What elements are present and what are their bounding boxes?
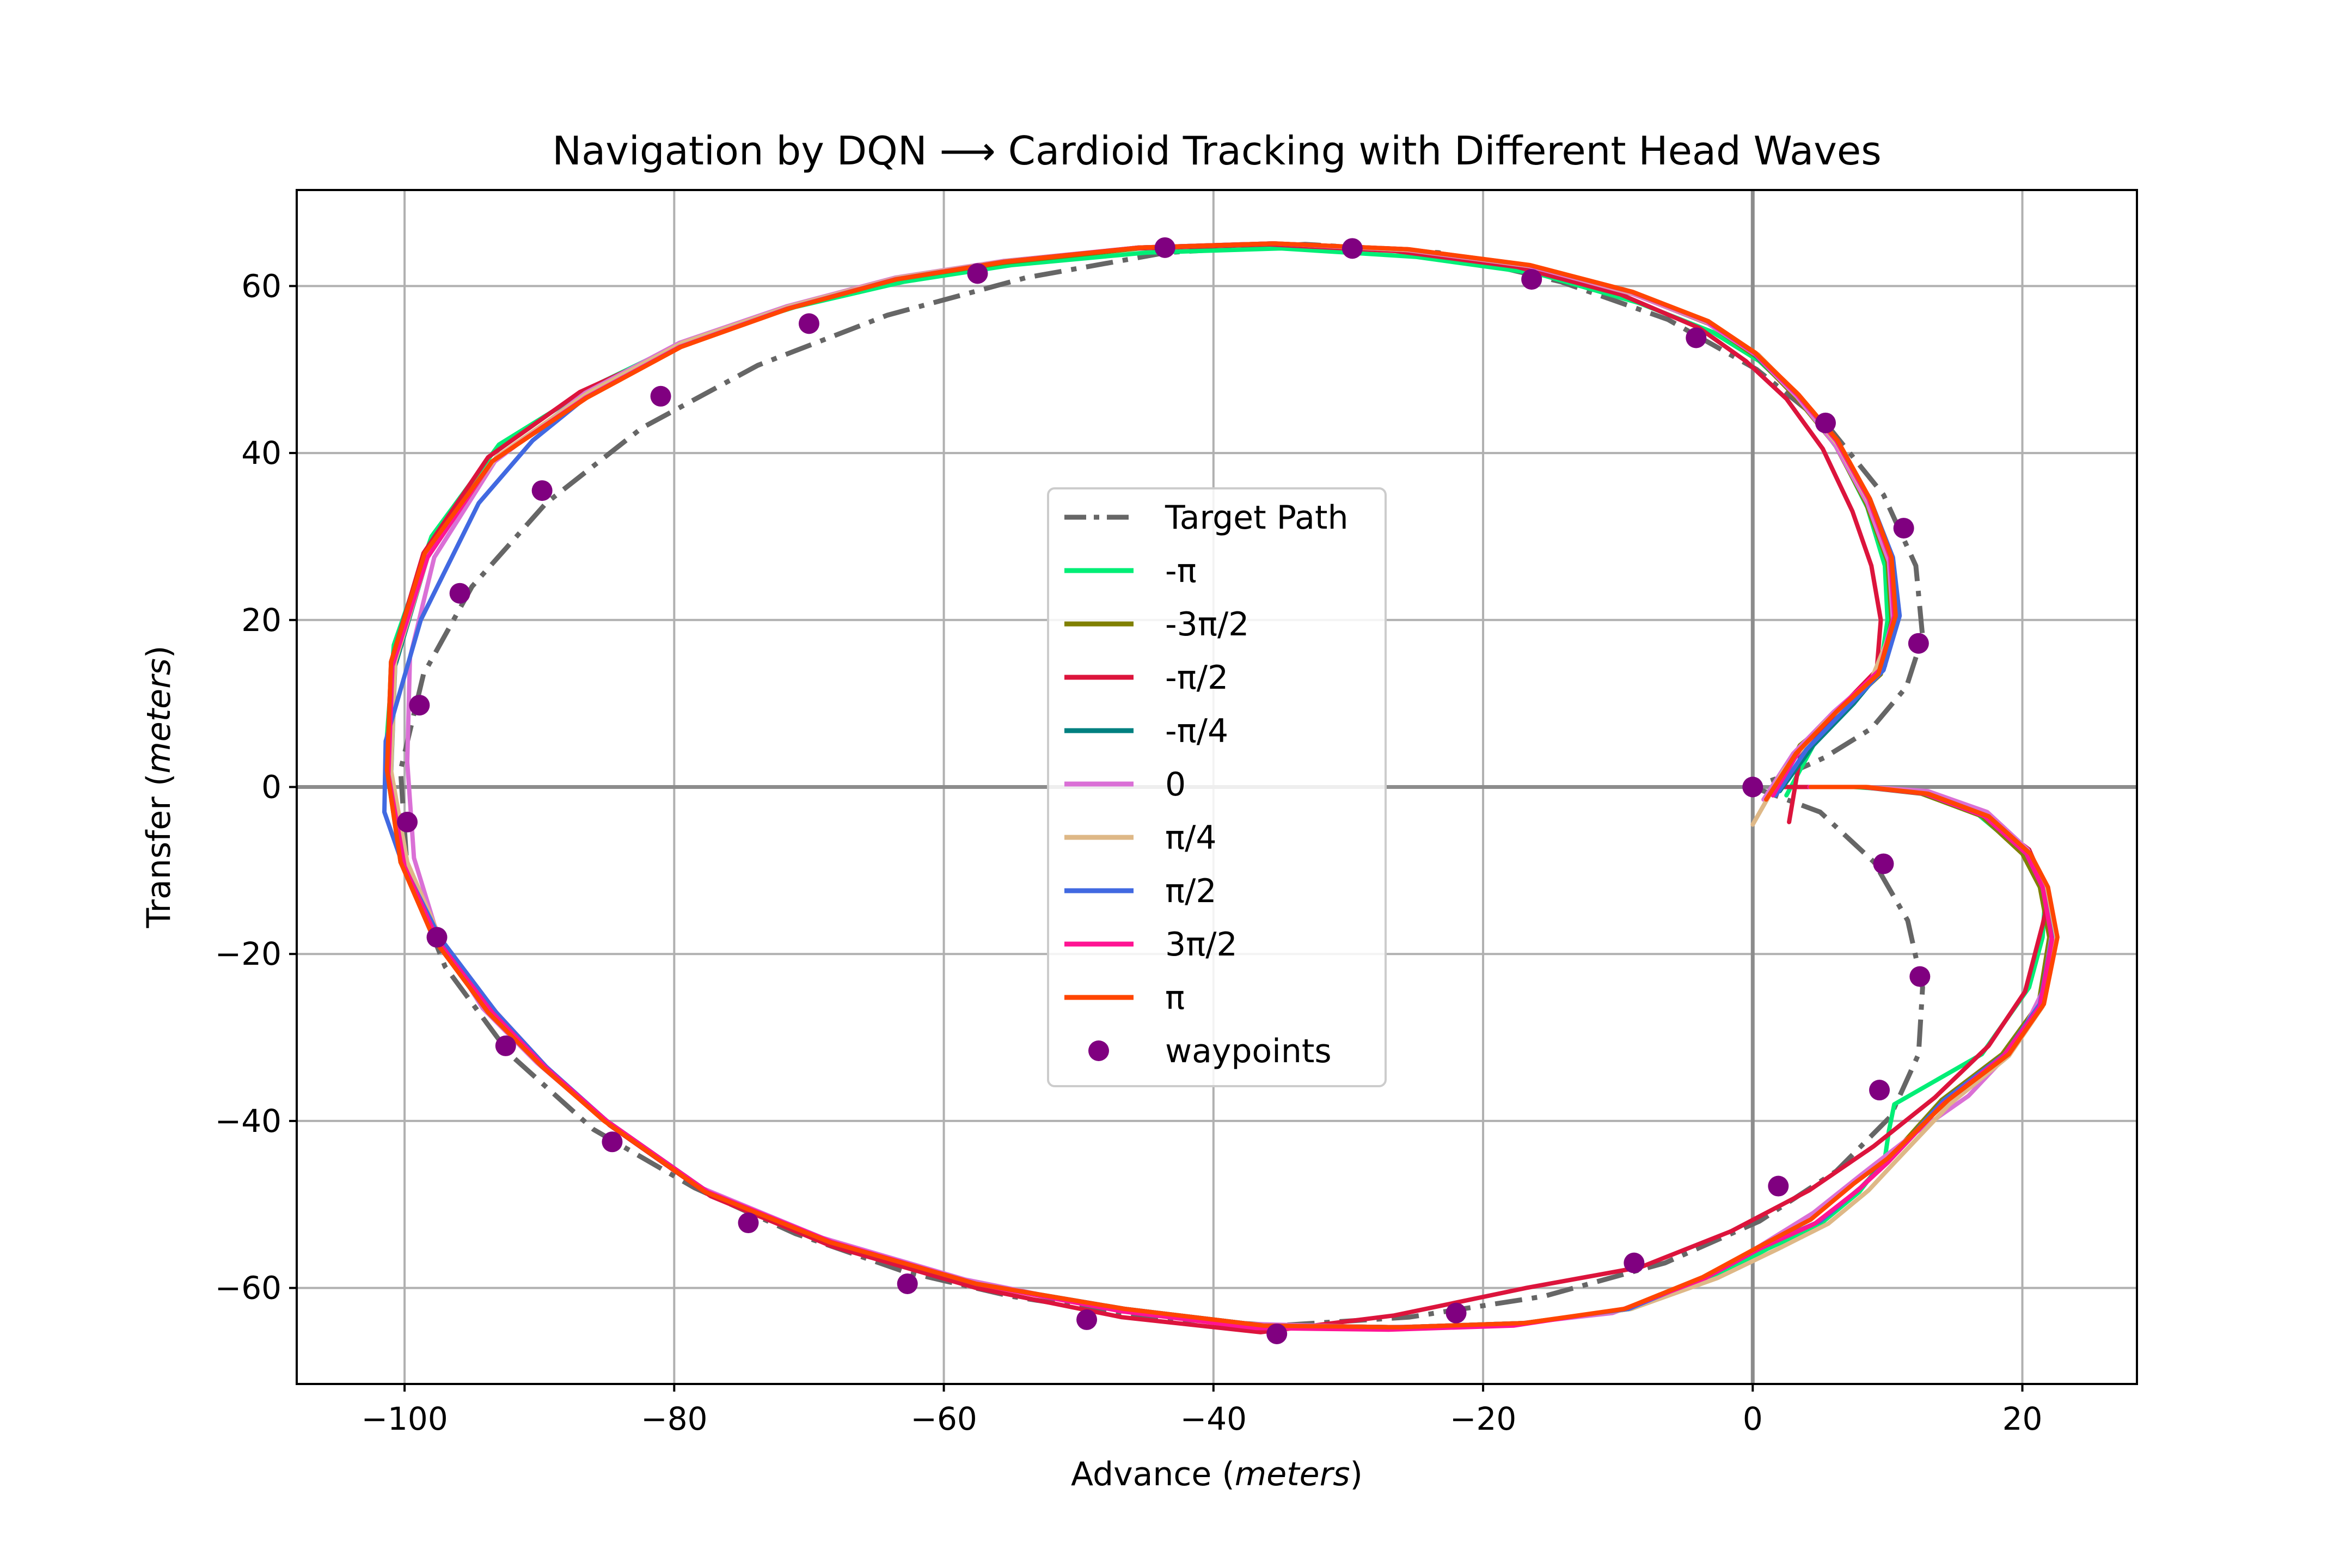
x-tick-label: −40 <box>1180 1400 1247 1437</box>
waypoint-marker <box>1869 1080 1890 1101</box>
legend-label: waypoints <box>1165 1032 1332 1070</box>
legend-label: 3π/2 <box>1165 926 1238 964</box>
x-tick-label: −100 <box>361 1400 448 1437</box>
legend-box <box>1047 487 1387 1087</box>
x-axis-label: Advance (meters) <box>1071 1455 1363 1493</box>
waypoints-layer <box>397 237 1931 1344</box>
x-tick-label: 20 <box>2002 1400 2043 1437</box>
y-tick-label: 20 <box>241 602 281 639</box>
y-tick-label: −40 <box>215 1102 281 1140</box>
waypoint-marker <box>1076 1309 1098 1330</box>
legend-swatch-marker <box>1088 1040 1109 1061</box>
y-tick-label: 0 <box>261 769 281 806</box>
waypoint-marker <box>967 263 988 284</box>
x-tick-label: −80 <box>641 1400 707 1437</box>
x-tick-label: −60 <box>910 1400 977 1437</box>
legend-label: 0 <box>1165 765 1186 804</box>
waypoint-marker <box>1908 633 1929 654</box>
waypoint-marker <box>738 1212 759 1234</box>
x-ticks: −100 −80 −60 −40 −20 0 20 <box>361 1384 2042 1437</box>
legend-label: -π/2 <box>1165 659 1228 697</box>
waypoint-marker <box>531 480 553 501</box>
waypoint-marker <box>1893 518 1914 539</box>
chart-title: Navigation by DQN ⟶ Cardioid Tracking wi… <box>552 128 1881 174</box>
waypoint-marker <box>798 313 819 334</box>
legend-label: -3π/2 <box>1165 605 1249 644</box>
waypoint-marker <box>1521 269 1542 290</box>
x-tick-label: −20 <box>1450 1400 1516 1437</box>
waypoint-marker <box>897 1273 918 1294</box>
waypoint-marker <box>409 695 430 716</box>
waypoint-marker <box>1909 966 1931 987</box>
legend-label: π/4 <box>1165 819 1217 857</box>
waypoint-marker <box>449 583 470 604</box>
legend-label: -π/4 <box>1165 712 1228 750</box>
x-tick-label: 0 <box>1743 1400 1763 1437</box>
legend-label: -π <box>1165 552 1197 590</box>
waypoint-marker <box>1342 238 1363 259</box>
y-tick-label: −20 <box>215 935 281 972</box>
y-tick-label: −60 <box>215 1270 281 1307</box>
waypoint-marker <box>397 811 418 832</box>
y-tick-label: 60 <box>241 267 281 304</box>
waypoint-marker <box>1624 1252 1645 1273</box>
waypoint-marker <box>1742 776 1763 798</box>
waypoint-marker <box>426 927 448 948</box>
waypoint-marker <box>1815 412 1836 433</box>
legend-label: π/2 <box>1165 872 1217 910</box>
y-ticks: −60 −40 −20 0 20 40 60 <box>215 267 297 1307</box>
y-axis-label: Transfer (meters) <box>140 646 178 929</box>
waypoint-marker <box>1266 1323 1288 1344</box>
waypoint-marker <box>1686 327 1707 348</box>
legend-label: Target Path <box>1165 499 1349 537</box>
waypoint-marker <box>1873 853 1894 874</box>
legend: Target Path -π -3π/2 -π/2 -π/4 0 π/4 π/2 3π/2 π wa… <box>1047 487 1387 1087</box>
waypoint-marker <box>1154 237 1175 258</box>
waypoint-marker <box>602 1131 623 1153</box>
legend-label: π <box>1165 979 1185 1017</box>
waypoint-marker <box>650 385 671 407</box>
y-tick-label: 40 <box>241 434 281 471</box>
waypoint-marker <box>495 1035 516 1056</box>
waypoint-marker <box>1768 1175 1789 1197</box>
waypoint-marker <box>1445 1302 1467 1324</box>
